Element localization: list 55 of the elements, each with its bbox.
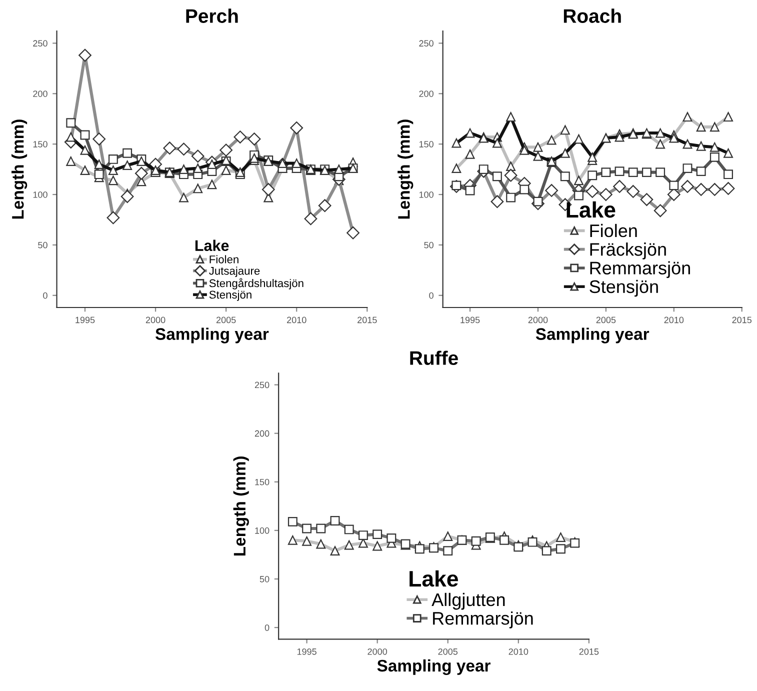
y-tick-label: 250 — [419, 40, 434, 47]
x-tick-label: 2005 — [438, 648, 458, 655]
y-tick-label: 250 — [33, 40, 48, 47]
chart-title: Perch — [186, 8, 238, 23]
x-tick-label: 2005 — [216, 316, 236, 324]
x-tick-label: 2010 — [508, 648, 528, 655]
x-axis-title: Sampling year — [155, 328, 269, 344]
legend-label: Allgjutten — [432, 592, 505, 610]
x-tick-label: 2000 — [528, 316, 548, 324]
legend-title: Lake — [410, 570, 458, 587]
legend-label: Remmarsjön — [590, 261, 690, 278]
chart-title: Roach — [564, 8, 621, 23]
x-tick-label: 2000 — [146, 316, 166, 324]
x-tick-label: 2015 — [732, 316, 752, 324]
y-tick-label: 0 — [43, 292, 48, 299]
y-tick-label: 50 — [424, 242, 434, 248]
legend-label: Jutsajaure — [209, 266, 260, 277]
y-axis-title: Length (mm) — [233, 456, 249, 556]
legend-label: Remmarsjön — [433, 612, 533, 628]
y-tick-label: 200 — [33, 90, 48, 97]
y-tick-label: 150 — [255, 478, 270, 486]
legend-label: Stensjön — [590, 280, 658, 297]
chart-title: Ruffe — [410, 350, 458, 365]
y-axis-title: Length (mm) — [12, 120, 28, 219]
y-tick-label: 150 — [33, 141, 48, 148]
y-tick-label: 0 — [429, 292, 434, 299]
y-tick-label: 100 — [419, 191, 434, 198]
legend-title: Lake — [566, 201, 616, 218]
x-tick-label: 2010 — [287, 316, 306, 324]
legend-label: Fiolen — [590, 224, 637, 238]
x-axis-title: Sampling year — [536, 328, 650, 344]
y-tick-label: 200 — [419, 90, 434, 97]
legend-label: Stensjön — [209, 290, 252, 301]
y-axis-title: Length (mm) — [398, 120, 414, 219]
y-tick-label: 0 — [264, 624, 270, 631]
legend-label: Fiolen — [210, 255, 238, 264]
legend-label: Fräcksjön — [590, 242, 666, 260]
x-tick-label: 2010 — [664, 316, 684, 324]
x-tick-label: 2015 — [579, 648, 599, 655]
y-tick-label: 200 — [254, 430, 270, 437]
legend-label: Stengårdshultasjön — [209, 278, 304, 290]
x-axis-title: Sampling year — [377, 659, 490, 676]
y-tick-label: 150 — [419, 141, 434, 148]
x-tick-label: 2015 — [358, 316, 377, 324]
x-tick-label: 1995 — [76, 316, 95, 324]
y-tick-label: 50 — [38, 242, 48, 248]
x-tick-label: 2000 — [368, 648, 388, 655]
y-tick-label: 50 — [260, 576, 270, 582]
x-tick-label: 1995 — [297, 648, 316, 655]
y-tick-label: 100 — [33, 191, 48, 198]
y-tick-label: 100 — [255, 527, 270, 534]
x-tick-label: 1995 — [460, 316, 480, 324]
x-tick-label: 2005 — [596, 316, 616, 324]
legend-title: Lake — [195, 240, 229, 252]
y-tick-label: 250 — [254, 382, 270, 388]
